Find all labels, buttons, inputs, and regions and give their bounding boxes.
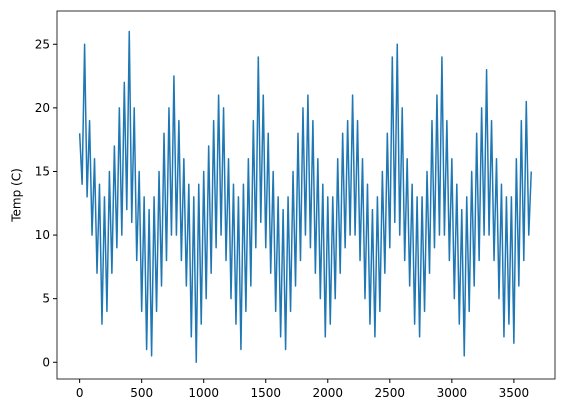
axes-frame: [56, 10, 556, 380]
x-tick-label: 3000: [437, 386, 468, 400]
data-line: [78, 30, 532, 364]
y-tick-label: 10: [35, 228, 50, 242]
y-tick-label: 0: [42, 355, 50, 369]
x-tick-label: 1500: [250, 386, 281, 400]
x-tick-label: 2500: [375, 386, 406, 400]
x-tick-label: 0: [76, 386, 84, 400]
y-tick-label: 20: [35, 101, 50, 115]
y-tick-label: 25: [35, 37, 50, 51]
y-axis-label: Temp (C): [10, 168, 24, 223]
x-tick-label: 1000: [188, 386, 219, 400]
x-tick-label: 3500: [499, 386, 530, 400]
x-tick-label: 2000: [313, 386, 344, 400]
x-tick-label: 500: [130, 386, 153, 400]
y-tick-label: 5: [42, 292, 50, 306]
y-tick-label: 15: [35, 164, 50, 178]
